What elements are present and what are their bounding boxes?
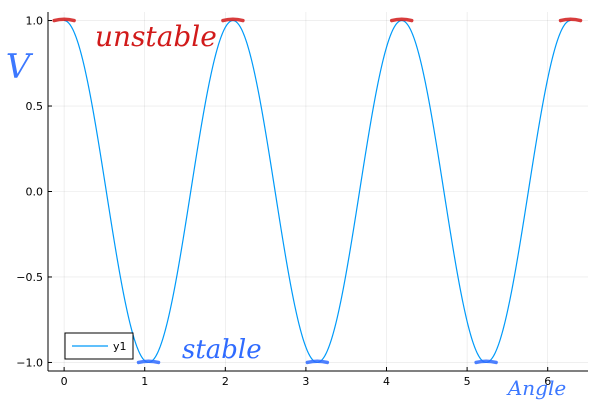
x-tick-label-4: 4: [383, 375, 390, 388]
ticks: 0 1 2 3 4 5 6 −1.0 −0.5 0.0 0.5 1.0: [16, 15, 551, 388]
x-axis-label: Angle: [506, 376, 566, 400]
unstable-mark-0: [52, 17, 76, 23]
legend: y1: [64, 332, 134, 360]
unstable-mark-3: [558, 17, 583, 23]
x-tick-label-0: 0: [61, 375, 68, 388]
unstable-mark-2: [389, 17, 414, 23]
legend-label-y1: y1: [113, 340, 127, 353]
y-tick-label-4: 1.0: [26, 15, 44, 28]
y-axis-label: V: [6, 47, 34, 87]
stable-annotation: stable: [182, 335, 262, 365]
y-tick-label-3: 0.5: [26, 100, 44, 113]
y-tick-label-1: −0.5: [16, 271, 43, 284]
stable-mark-1: [305, 359, 330, 365]
grid: [48, 12, 588, 371]
y-tick-label-0: −1.0: [16, 356, 43, 369]
x-tick-label-2: 2: [222, 375, 229, 388]
x-tick-label-3: 3: [302, 375, 309, 388]
x-tick-label-1: 1: [141, 375, 148, 388]
unstable-mark-1: [221, 17, 245, 23]
unstable-annotation: unstable: [95, 20, 217, 53]
x-tick-label-6: 6: [544, 375, 551, 388]
stable-mark-2: [474, 359, 498, 365]
x-tick-label-5: 5: [464, 375, 471, 388]
stable-mark-0: [136, 359, 161, 365]
y-tick-label-2: 0.0: [26, 186, 44, 199]
annotations: [52, 17, 583, 365]
